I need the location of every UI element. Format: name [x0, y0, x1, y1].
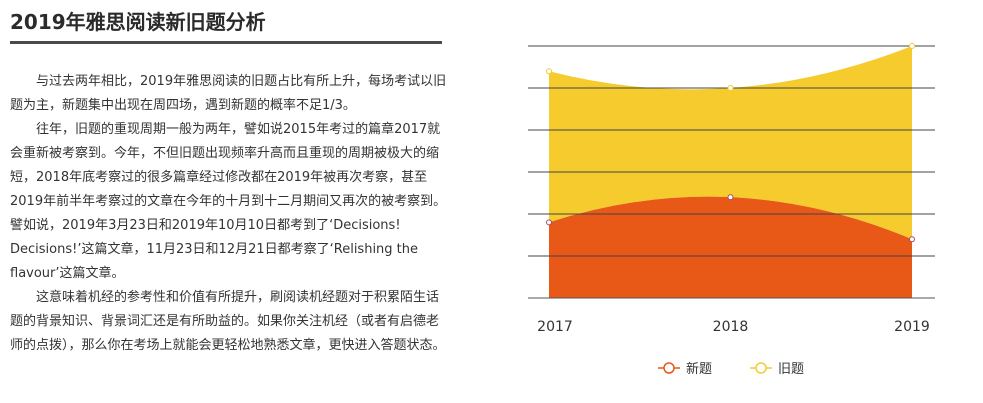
area-chart: 2017 2018 2019 新题 旧题 [520, 30, 950, 390]
series-area-new [549, 196, 912, 298]
series-area-old [549, 46, 912, 240]
point-new [546, 219, 552, 226]
legend-label: 新题 [686, 361, 712, 377]
legend-swatch-marker [755, 362, 767, 374]
point-old [727, 85, 734, 91]
point-new [727, 194, 734, 201]
x-tick-label: 2017 [537, 319, 573, 335]
paragraph-1: 与过去两年相比，2019年雅思阅读的旧题占比有所上升，每场考试以旧题为主，新题集… [10, 74, 447, 113]
x-tick-label: 2018 [713, 319, 749, 335]
article-body: 与过去两年相比，2019年雅思阅读的旧题占比有所上升，每场考试以旧题为主，新题集… [10, 70, 450, 358]
x-tick-label: 2019 [894, 319, 930, 335]
chart-svg: 2017 2018 2019 新题 旧题 [528, 43, 935, 377]
point-old [909, 43, 915, 49]
paragraph-3: 这意味着机经的参考性和价值有所提升，刷阅读机经题对于积累陌生话题的背景知识、背景… [10, 290, 446, 353]
paragraph-2: 往年，旧题的重现周期一般为两年，譬如说2015年考过的篇章2017就会重新被考察… [10, 122, 447, 281]
page-title: 2019年雅思阅读新旧题分析 [10, 8, 442, 44]
point-new [909, 236, 915, 243]
point-old [546, 68, 552, 75]
legend-label: 旧题 [778, 362, 804, 377]
legend-swatch-marker [663, 362, 675, 374]
